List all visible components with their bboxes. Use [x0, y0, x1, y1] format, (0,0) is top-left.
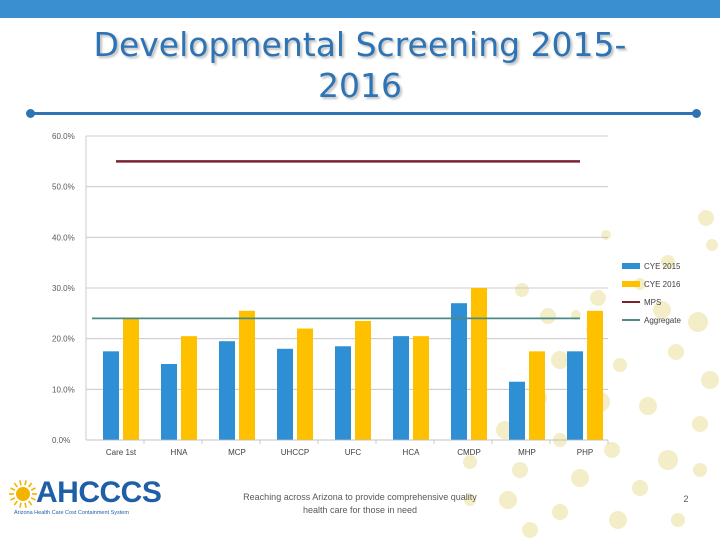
x-category-label: HCA: [403, 448, 421, 457]
bar-cye2016: [413, 336, 429, 440]
sun-ray: [10, 487, 16, 491]
y-tick-label: 50.0%: [52, 183, 75, 192]
sun-ray: [19, 480, 22, 486]
title-underline: [30, 112, 696, 115]
bar-cye2016: [471, 288, 487, 440]
deco-circle: [522, 522, 538, 538]
x-category-label: PHP: [577, 448, 593, 457]
sun-ray: [27, 482, 33, 488]
bar-cye2016: [181, 336, 197, 440]
legend-label: Aggregate: [644, 316, 681, 325]
bar-cye2015: [103, 351, 119, 440]
ahcccs-logo: AHCCCS Arizona Health Care Cost Containm…: [8, 474, 178, 524]
bar-cye2015: [335, 346, 351, 440]
bar-cye2015: [393, 336, 409, 440]
x-category-label: HNA: [171, 448, 189, 457]
bar-cye2016: [297, 328, 313, 440]
y-tick-label: 0.0%: [52, 436, 70, 445]
logo-wordmark: AHCCCS: [36, 476, 162, 509]
sun-ray: [30, 487, 36, 491]
bar-cye2016: [587, 310, 603, 440]
x-category-label: UHCCP: [281, 448, 309, 457]
deco-circle: [632, 480, 648, 496]
slide-title: Developmental Screening 2015-2016: [93, 25, 627, 105]
deco-circle: [552, 504, 568, 520]
bar-cye2016: [355, 320, 371, 440]
deco-circle: [571, 469, 589, 487]
x-category-label: UFC: [345, 448, 362, 457]
logo-subtitle: Arizona Health Care Cost Containment Sys…: [14, 510, 129, 516]
bar-cye2015: [451, 303, 467, 440]
bar-cye2015: [567, 351, 583, 440]
y-tick-label: 40.0%: [52, 233, 75, 242]
title-underline-dot-right: [692, 109, 701, 118]
bar-chart: 0.0% 10.0% 20.0% 30.0% 40.0% 50.0% 60.0% Care 1…: [52, 132, 681, 457]
legend-label: CYE 2016: [644, 280, 681, 289]
legend-swatch: [622, 263, 640, 269]
bar-cye2015: [277, 348, 293, 440]
x-category-label: MCP: [228, 448, 246, 457]
y-tick-label: 10.0%: [52, 385, 75, 394]
x-category-label: Care 1st: [106, 448, 137, 457]
bar-cye2016: [123, 318, 139, 440]
legend-label: MPS: [644, 298, 661, 307]
top-accent-bar: [0, 0, 720, 18]
x-category-label: MHP: [518, 448, 536, 457]
sun-ray: [13, 482, 19, 488]
deco-circle: [499, 491, 517, 509]
sun-icon: [9, 480, 37, 508]
sun-ray: [30, 497, 36, 501]
sun-ray: [24, 502, 27, 508]
bar-cye2015: [161, 364, 177, 440]
bar-cye2016: [529, 351, 545, 440]
deco-circle: [671, 513, 685, 527]
y-tick-label: 60.0%: [52, 132, 75, 141]
bar-cye2015: [509, 381, 525, 440]
legend-swatch: [622, 281, 640, 287]
y-tick-label: 20.0%: [52, 335, 75, 344]
sun-ray: [19, 502, 22, 508]
sun-ray: [13, 500, 19, 506]
sun-ray: [24, 480, 27, 486]
page-number: 2: [683, 494, 689, 504]
x-category-label: CMDP: [457, 448, 481, 457]
deco-circle: [609, 511, 627, 529]
sun-ray: [10, 497, 16, 501]
sun-ray: [27, 500, 33, 506]
y-tick-label: 30.0%: [52, 284, 75, 293]
bar-cye2016: [239, 310, 255, 440]
bar-cye2015: [219, 341, 235, 440]
title-underline-dot-left: [26, 109, 35, 118]
legend-label: CYE 2015: [644, 262, 681, 271]
slide-tagline: Reaching across Arizona to provide compr…: [243, 492, 477, 515]
